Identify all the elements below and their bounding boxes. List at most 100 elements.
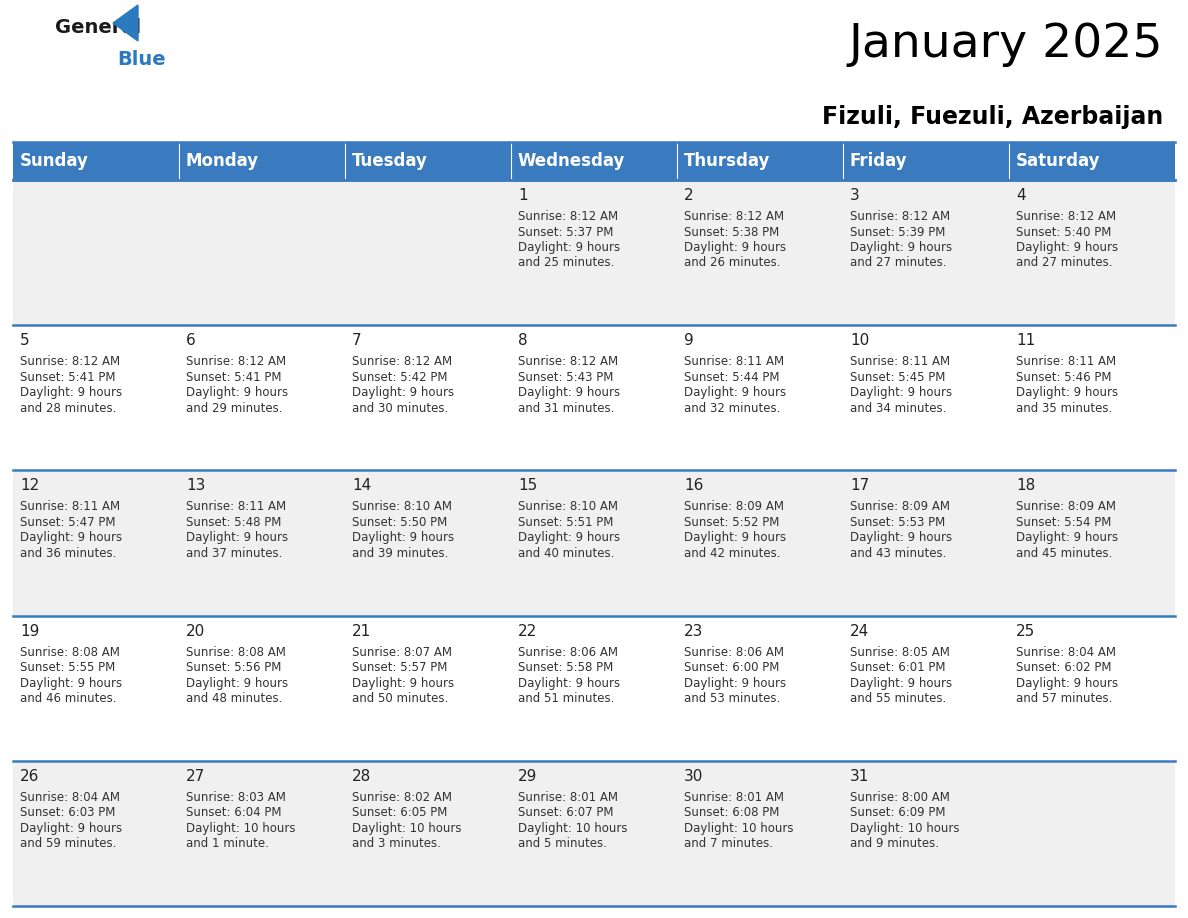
Bar [1009, 761, 1175, 906]
Text: Sunrise: 8:04 AM: Sunrise: 8:04 AM [20, 790, 120, 804]
Bar [13, 142, 179, 180]
Text: Sunset: 5:46 PM: Sunset: 5:46 PM [1016, 371, 1112, 384]
Text: 7: 7 [352, 333, 361, 348]
Text: Daylight: 9 hours: Daylight: 9 hours [20, 822, 122, 834]
Text: Daylight: 9 hours: Daylight: 9 hours [20, 532, 122, 544]
Text: Daylight: 9 hours: Daylight: 9 hours [518, 532, 620, 544]
Text: and 9 minutes.: and 9 minutes. [849, 837, 939, 850]
Text: Sunrise: 8:11 AM: Sunrise: 8:11 AM [20, 500, 120, 513]
Text: Sunset: 5:56 PM: Sunset: 5:56 PM [187, 661, 282, 674]
Bar [843, 180, 1009, 325]
Text: 28: 28 [352, 768, 371, 784]
Text: Daylight: 9 hours: Daylight: 9 hours [518, 241, 620, 254]
Text: 25: 25 [1016, 623, 1035, 639]
Text: Sunset: 6:04 PM: Sunset: 6:04 PM [187, 806, 282, 819]
Text: Sunrise: 8:09 AM: Sunrise: 8:09 AM [1016, 500, 1116, 513]
Text: Sunset: 5:45 PM: Sunset: 5:45 PM [849, 371, 946, 384]
Bar [511, 470, 677, 616]
Text: Daylight: 9 hours: Daylight: 9 hours [187, 532, 289, 544]
Text: Sunrise: 8:06 AM: Sunrise: 8:06 AM [684, 645, 784, 658]
Text: Sunset: 5:41 PM: Sunset: 5:41 PM [187, 371, 282, 384]
Text: and 46 minutes.: and 46 minutes. [20, 692, 116, 705]
Text: and 5 minutes.: and 5 minutes. [518, 837, 607, 850]
Text: Sunrise: 8:08 AM: Sunrise: 8:08 AM [20, 645, 120, 658]
Text: Daylight: 10 hours: Daylight: 10 hours [849, 822, 960, 834]
Text: 2: 2 [684, 188, 694, 203]
Polygon shape [113, 5, 138, 41]
Bar [345, 325, 511, 470]
Text: General: General [55, 18, 141, 37]
Text: 4: 4 [1016, 188, 1025, 203]
Text: and 3 minutes.: and 3 minutes. [352, 837, 441, 850]
Bar [677, 761, 843, 906]
Text: Sunset: 6:09 PM: Sunset: 6:09 PM [849, 806, 946, 819]
Text: Sunset: 5:41 PM: Sunset: 5:41 PM [20, 371, 115, 384]
Text: Sunset: 6:02 PM: Sunset: 6:02 PM [1016, 661, 1112, 674]
Text: and 37 minutes.: and 37 minutes. [187, 547, 283, 560]
Text: 6: 6 [187, 333, 196, 348]
Text: 9: 9 [684, 333, 694, 348]
Text: Daylight: 9 hours: Daylight: 9 hours [20, 677, 122, 689]
Bar [13, 616, 179, 761]
Text: Daylight: 9 hours: Daylight: 9 hours [352, 386, 454, 399]
Text: Sunset: 6:03 PM: Sunset: 6:03 PM [20, 806, 115, 819]
Text: 12: 12 [20, 478, 39, 493]
Text: Sunrise: 8:05 AM: Sunrise: 8:05 AM [849, 645, 950, 658]
Text: 15: 15 [518, 478, 537, 493]
Text: Daylight: 9 hours: Daylight: 9 hours [518, 386, 620, 399]
Text: Daylight: 9 hours: Daylight: 9 hours [187, 677, 289, 689]
Text: Daylight: 9 hours: Daylight: 9 hours [849, 241, 952, 254]
Text: Sunrise: 8:04 AM: Sunrise: 8:04 AM [1016, 645, 1116, 658]
Text: Daylight: 9 hours: Daylight: 9 hours [20, 386, 122, 399]
Text: and 43 minutes.: and 43 minutes. [849, 547, 947, 560]
Text: Thursday: Thursday [684, 152, 770, 170]
Bar [345, 616, 511, 761]
Text: Sunset: 5:57 PM: Sunset: 5:57 PM [352, 661, 448, 674]
Bar [511, 616, 677, 761]
Bar [13, 180, 179, 325]
Text: and 1 minute.: and 1 minute. [187, 837, 268, 850]
Text: Sunrise: 8:11 AM: Sunrise: 8:11 AM [1016, 355, 1116, 368]
Text: and 28 minutes.: and 28 minutes. [20, 402, 116, 415]
Text: Sunset: 6:08 PM: Sunset: 6:08 PM [684, 806, 779, 819]
Text: and 50 minutes.: and 50 minutes. [352, 692, 448, 705]
Text: Sunset: 5:54 PM: Sunset: 5:54 PM [1016, 516, 1112, 529]
Bar [345, 180, 511, 325]
Text: Daylight: 9 hours: Daylight: 9 hours [352, 532, 454, 544]
Bar [13, 470, 179, 616]
Text: Sunrise: 8:12 AM: Sunrise: 8:12 AM [849, 210, 950, 223]
Text: Sunset: 5:50 PM: Sunset: 5:50 PM [352, 516, 447, 529]
Bar [179, 761, 345, 906]
Text: 19: 19 [20, 623, 39, 639]
Text: 3: 3 [849, 188, 860, 203]
Text: and 40 minutes.: and 40 minutes. [518, 547, 614, 560]
Bar [843, 325, 1009, 470]
Bar [511, 142, 677, 180]
Text: Sunrise: 8:06 AM: Sunrise: 8:06 AM [518, 645, 618, 658]
Text: 23: 23 [684, 623, 703, 639]
Text: Sunrise: 8:12 AM: Sunrise: 8:12 AM [518, 210, 618, 223]
Text: 5: 5 [20, 333, 30, 348]
Bar [179, 180, 345, 325]
Text: Sunset: 5:52 PM: Sunset: 5:52 PM [684, 516, 779, 529]
Text: Daylight: 10 hours: Daylight: 10 hours [684, 822, 794, 834]
Text: Sunset: 5:48 PM: Sunset: 5:48 PM [187, 516, 282, 529]
Text: Daylight: 9 hours: Daylight: 9 hours [352, 677, 454, 689]
Text: and 57 minutes.: and 57 minutes. [1016, 692, 1112, 705]
Text: and 35 minutes.: and 35 minutes. [1016, 402, 1112, 415]
Text: 14: 14 [352, 478, 371, 493]
Bar [13, 761, 179, 906]
Text: Sunrise: 8:11 AM: Sunrise: 8:11 AM [684, 355, 784, 368]
Text: Sunrise: 8:12 AM: Sunrise: 8:12 AM [1016, 210, 1116, 223]
Text: Sunrise: 8:10 AM: Sunrise: 8:10 AM [518, 500, 618, 513]
Bar [345, 142, 511, 180]
Text: Sunrise: 8:12 AM: Sunrise: 8:12 AM [20, 355, 120, 368]
Text: Daylight: 10 hours: Daylight: 10 hours [352, 822, 461, 834]
Text: Monday: Monday [187, 152, 259, 170]
Bar [1009, 142, 1175, 180]
Text: and 48 minutes.: and 48 minutes. [187, 692, 283, 705]
Text: Sunset: 5:44 PM: Sunset: 5:44 PM [684, 371, 779, 384]
Bar [677, 616, 843, 761]
Text: Tuesday: Tuesday [352, 152, 428, 170]
Text: 21: 21 [352, 623, 371, 639]
